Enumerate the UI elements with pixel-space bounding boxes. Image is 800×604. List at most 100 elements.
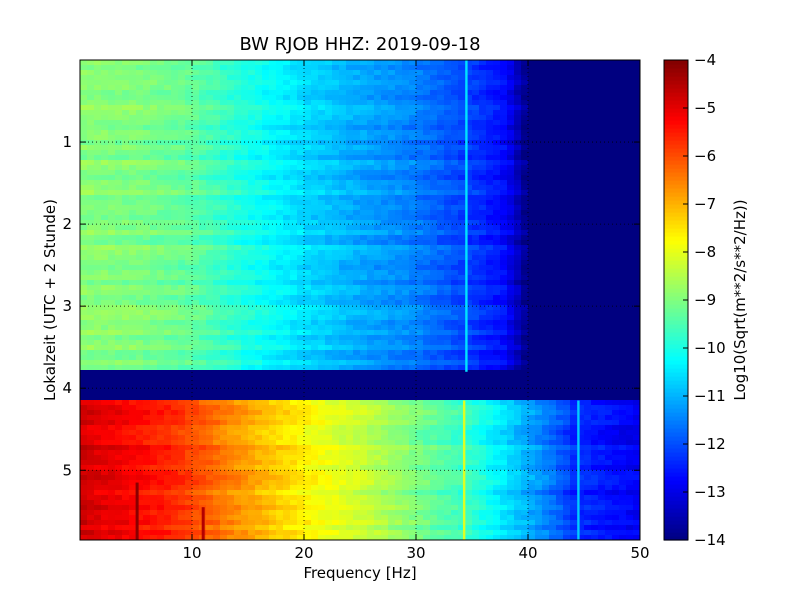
heatmap-cell: [143, 90, 151, 96]
heatmap-cell: [297, 205, 305, 211]
heatmap-cell: [206, 75, 214, 81]
heatmap-cell: [528, 60, 536, 66]
heatmap-cell: [150, 215, 158, 221]
heatmap-cell: [423, 215, 431, 221]
heatmap-cell: [437, 165, 445, 171]
heatmap-cell: [486, 230, 494, 236]
heatmap-cell: [577, 205, 585, 211]
heatmap-cell: [227, 220, 235, 226]
heatmap-cell: [514, 75, 522, 81]
heatmap-cell: [101, 195, 109, 201]
heatmap-cell: [171, 365, 179, 371]
heatmap-cell: [556, 85, 564, 91]
heatmap-cell: [199, 85, 207, 91]
heatmap-cell: [535, 110, 543, 116]
heatmap-cell: [626, 100, 634, 106]
heatmap-cell: [290, 130, 298, 136]
heatmap-cell: [227, 115, 235, 121]
heatmap-cell: [129, 155, 137, 161]
heatmap-cell: [458, 110, 466, 116]
heatmap-cell: [437, 320, 445, 326]
heatmap-cell: [346, 280, 354, 286]
heatmap-cell: [325, 310, 333, 316]
heatmap-cell: [332, 255, 340, 261]
heatmap-cell: [402, 60, 410, 66]
heatmap-cell: [570, 345, 578, 351]
heatmap-cell: [528, 175, 536, 181]
heatmap-cell: [206, 70, 214, 76]
heatmap-cell: [157, 330, 165, 336]
heatmap-cell: [346, 180, 354, 186]
heatmap-cell: [402, 125, 410, 131]
heatmap-cell: [136, 275, 144, 281]
heatmap-cell: [346, 265, 354, 271]
heatmap-cell: [241, 85, 249, 91]
heatmap-cell: [122, 185, 130, 191]
heatmap-cell: [381, 285, 389, 291]
heatmap-cell: [213, 355, 221, 361]
heatmap-cell: [297, 245, 305, 251]
heatmap-cell: [325, 300, 333, 306]
heatmap-cell: [304, 335, 312, 341]
heatmap-cell: [444, 115, 452, 121]
heatmap-cell: [381, 75, 389, 81]
heatmap-cell: [465, 255, 473, 261]
heatmap-cell: [556, 180, 564, 186]
heatmap-cell: [325, 215, 333, 221]
heatmap-cell: [283, 140, 291, 146]
heatmap-cell: [101, 275, 109, 281]
heatmap-cell: [605, 285, 613, 291]
heatmap-cell: [598, 285, 606, 291]
heatmap-cell: [101, 90, 109, 96]
heatmap-cell: [507, 315, 515, 321]
heatmap-cell: [192, 160, 200, 166]
heatmap-cell: [136, 140, 144, 146]
heatmap-cell: [528, 225, 536, 231]
heatmap-cell: [115, 205, 123, 211]
heatmap-cell: [479, 305, 487, 311]
heatmap-cell: [423, 110, 431, 116]
heatmap-cell: [332, 285, 340, 291]
heatmap-cell: [633, 295, 640, 301]
heatmap-cell: [402, 105, 410, 111]
heatmap-cell: [185, 320, 193, 326]
heatmap-cell: [381, 215, 389, 221]
heatmap-cell: [458, 155, 466, 161]
heatmap-cell: [297, 220, 305, 226]
heatmap-cell: [619, 260, 627, 266]
heatmap-cell: [353, 190, 361, 196]
heatmap-cell: [528, 190, 536, 196]
heatmap-cell: [122, 150, 130, 156]
heatmap-cell: [402, 270, 410, 276]
heatmap-cell: [493, 60, 501, 66]
heatmap-cell: [346, 305, 354, 311]
heatmap-cell: [192, 100, 200, 106]
heatmap-cell: [500, 145, 508, 151]
heatmap-cell: [472, 275, 480, 281]
heatmap-cell: [199, 290, 207, 296]
heatmap-cell: [570, 275, 578, 281]
heatmap-cell: [493, 325, 501, 331]
heatmap-cell: [262, 145, 270, 151]
heatmap-cell: [346, 190, 354, 196]
heatmap-cell: [465, 130, 473, 136]
heatmap-cell: [360, 245, 368, 251]
heatmap-cell: [500, 165, 508, 171]
heatmap-cell: [563, 325, 571, 331]
heatmap-cell: [486, 160, 494, 166]
heatmap-cell: [570, 165, 578, 171]
heatmap-cell: [115, 325, 123, 331]
heatmap-cell: [633, 70, 640, 76]
heatmap-cell: [577, 355, 585, 361]
heatmap-cell: [591, 80, 599, 86]
heatmap-cell: [192, 325, 200, 331]
heatmap-cell: [374, 160, 382, 166]
heatmap-cell: [80, 60, 88, 66]
heatmap-cell: [542, 65, 550, 71]
heatmap-cell: [178, 150, 186, 156]
heatmap-cell: [185, 365, 193, 371]
heatmap-cell: [178, 105, 186, 111]
heatmap-cell: [514, 355, 522, 361]
heatmap-cell: [591, 355, 599, 361]
heatmap-cell: [227, 330, 235, 336]
